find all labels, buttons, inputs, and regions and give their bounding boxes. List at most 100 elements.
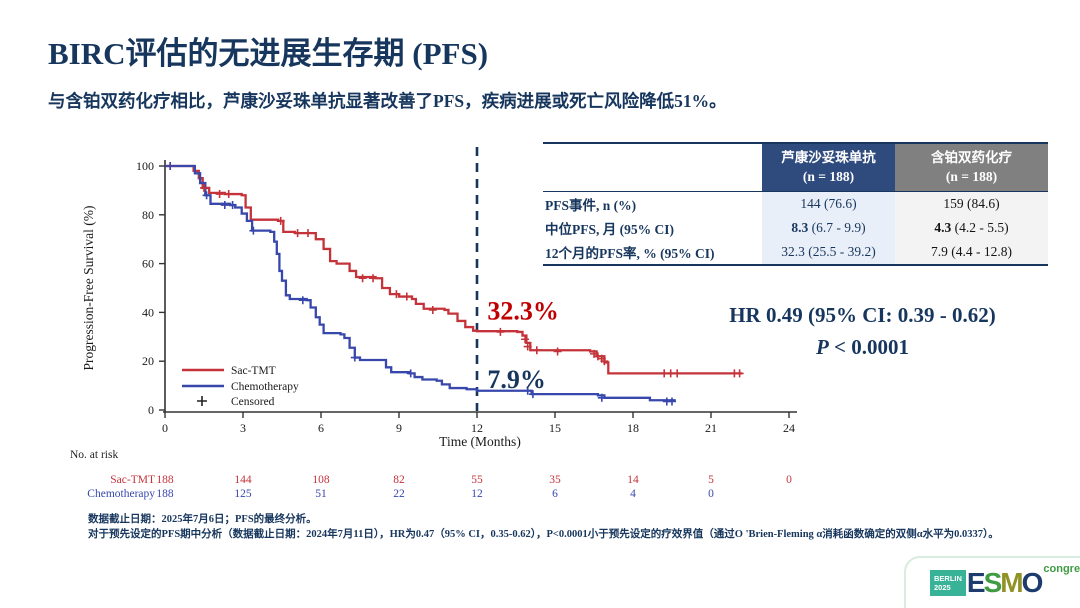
censor-mark-sac-tmt <box>276 216 285 225</box>
censor-mark-chemotherapy <box>350 353 359 362</box>
value-sac-tmt: 8.3 (6.7 - 9.9) <box>762 216 895 240</box>
censor-mark-sac-tmt <box>304 229 312 238</box>
censor-marks <box>166 162 744 406</box>
landmark-rate-labels: 32.3% 7.9% <box>487 297 559 394</box>
berlin-badge-year: 2025 <box>934 583 951 592</box>
censor-mark-sac-tmt <box>224 190 233 199</box>
at-risk-value: 6 <box>552 488 558 500</box>
footnote-line-2: 对于预先设定的PFS期中分析（数据截止日期：2024年7月11日），HR为0.4… <box>88 529 999 540</box>
at-risk-value: 0 <box>786 474 792 486</box>
x-tick-label: 12 <box>471 421 483 435</box>
censor-mark-sac-tmt <box>358 274 367 283</box>
censor-mark-chemotherapy <box>298 296 307 305</box>
censor-mark-sac-tmt <box>496 327 505 336</box>
x-tick-label: 18 <box>627 421 639 435</box>
x-tick-label: 15 <box>549 421 561 435</box>
x-axis-ticks: 0 3 6 9 12 15 18 21 24 <box>162 412 795 435</box>
header-arm2-n: (n = 188) <box>945 168 998 184</box>
censor-mark-sac-tmt <box>428 305 437 314</box>
results-table-header-sac-tmt: 芦康沙妥珠单抗 (n = 188) <box>762 144 895 191</box>
at-risk-value: 51 <box>315 488 327 500</box>
censor-mark-sac-tmt <box>600 357 609 366</box>
value-sac-tmt: 144 (76.6) <box>762 192 895 216</box>
censor-mark-chemotherapy <box>228 201 237 210</box>
legend-label-chemotherapy: Chemotherapy <box>231 381 299 393</box>
value-chemo: 4.3 (4.2 - 5.5) <box>895 216 1048 240</box>
hazard-ratio-text: HR 0.49 (95% CI: 0.39 - 0.62) <box>729 303 996 327</box>
esmo-letter: M <box>1000 567 1023 598</box>
x-tick-label: 6 <box>318 421 324 435</box>
number-at-risk-rows: Sac-TMT 188 144 108 82 55 35 14 5 0 Chemotherapy 18… <box>87 474 792 500</box>
censor-mark-sac-tmt <box>402 292 411 301</box>
number-at-risk-block: No. at risk Sac-TMT 188 144 108 82 55 35 14 5 0 Ch… <box>70 449 792 500</box>
at-risk-value: 22 <box>393 488 405 500</box>
header-arm1-n: (n = 188) <box>802 168 855 184</box>
x-tick-label: 9 <box>396 421 402 435</box>
x-tick-label: 3 <box>240 421 246 435</box>
legend: Sac-TMT Chemotherapy Censored <box>182 365 299 408</box>
results-table-header-chemo: 含铂双药化疗 (n = 188) <box>895 144 1048 191</box>
footnote-line-1: 数据截止日期：2025年7月6日；PFS的最终分析。 <box>88 514 317 525</box>
legend-label-sac-tmt: Sac-TMT <box>231 365 276 377</box>
censor-mark-sac-tmt <box>532 346 541 355</box>
y-tick-label: 60 <box>142 257 154 271</box>
y-tick-label: 20 <box>142 354 154 368</box>
esmo-letter: O <box>1021 567 1044 598</box>
number-at-risk-title: No. at risk <box>70 449 118 461</box>
results-table-body: PFS事件, n (%) 144 (76.6) 159 (84.6) 中位PFS, 月… <box>543 192 1048 264</box>
at-risk-value: 82 <box>393 474 405 486</box>
censor-mark-sac-tmt <box>673 369 682 378</box>
censor-mark-sac-tmt <box>523 342 532 351</box>
header-arm1-name: 芦康沙妥珠单抗 <box>781 149 876 165</box>
legend-label-censored: Censored <box>231 396 275 408</box>
at-risk-value: 125 <box>234 488 252 500</box>
at-risk-value: 35 <box>549 474 561 486</box>
at-risk-value: 14 <box>627 474 639 486</box>
censor-mark-chemotherapy <box>166 162 175 170</box>
censor-mark-chemotherapy <box>406 369 415 378</box>
km-survival-chart: Progression-Free Survival (%) 0204060801… <box>70 147 797 500</box>
value-chemo: 7.9 (4.4 - 12.8) <box>895 240 1048 264</box>
at-risk-value: 144 <box>234 474 252 486</box>
y-tick-label: 0 <box>148 403 154 417</box>
censor-mark-sac-tmt <box>293 229 302 238</box>
header-arm2-name: 含铂双药化疗 <box>931 149 1012 165</box>
landmark-rate-label: 32.3% <box>487 297 559 326</box>
censor-mark-sac-tmt <box>521 335 530 344</box>
curve-sac-tmt <box>165 164 743 375</box>
page-title: BIRC评估的无进展生存期 (PFS) <box>48 36 489 71</box>
row-label: 中位PFS, 月 (95% CI) <box>545 222 674 237</box>
censor-mark-chemotherapy <box>668 397 676 406</box>
pfs-results-table: 芦康沙妥珠单抗 (n = 188) 含铂双药化疗 (n = 188) PFS事件… <box>543 142 1048 266</box>
x-tick-label: 0 <box>162 421 168 435</box>
at-risk-value: 188 <box>156 488 174 500</box>
at-risk-value: 188 <box>156 474 174 486</box>
censor-mark-sac-tmt <box>735 369 744 378</box>
y-tick-label: 80 <box>142 208 154 222</box>
at-risk-value: 0 <box>708 488 714 500</box>
value-chemo: 159 (84.6) <box>895 192 1048 216</box>
at-risk-value: 55 <box>471 474 483 486</box>
censor-mark-chemotherapy <box>220 201 229 210</box>
p-value: < 0.0001 <box>828 335 910 359</box>
p-symbol: P <box>815 335 829 359</box>
congress-label: congress <box>1043 563 1080 575</box>
y-tick-label: 100 <box>136 159 154 173</box>
at-risk-value: 5 <box>708 474 714 486</box>
censor-mark-chemotherapy <box>202 191 211 200</box>
at-risk-row-label: Chemotherapy <box>87 488 155 500</box>
at-risk-value: 4 <box>630 488 636 500</box>
landmark-rate-label: 7.9% <box>487 365 546 394</box>
censor-mark-sac-tmt <box>200 183 208 192</box>
esmo-letter: S <box>983 567 1003 598</box>
censor-mark-sac-tmt <box>369 274 377 283</box>
p-value-text: P < 0.0001 <box>690 335 1035 360</box>
y-tick-label: 40 <box>142 305 154 319</box>
x-tick-label: 21 <box>705 421 717 435</box>
censor-mark-sac-tmt <box>215 190 224 199</box>
censor-mark-chemotherapy <box>528 390 537 399</box>
censor-mark-chemotherapy <box>249 226 258 235</box>
row-label: 12个月的PFS率, % (95% CI) <box>545 246 715 261</box>
